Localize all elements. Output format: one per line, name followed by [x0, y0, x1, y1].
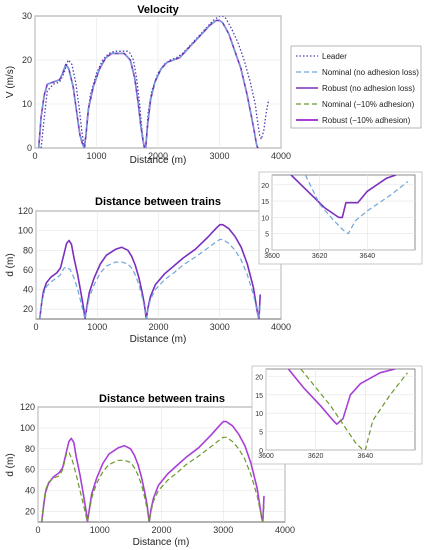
legend-label-leader: Leader	[322, 52, 347, 61]
x-tick-label: 1000	[90, 525, 110, 535]
y-tick-label: 15	[261, 199, 269, 206]
y-tick-label: 120	[20, 402, 35, 412]
distance1-xlabel: Distance (m)	[130, 334, 187, 345]
y-tick-label: 0	[259, 448, 263, 455]
legend-label-nominal-adhesion: Nominal (−10% adhesion)	[322, 100, 415, 109]
distance-panel-1: Distance between trains 0 1000 2000 3000 400…	[5, 196, 291, 345]
distance1-ylabel: d (m)	[5, 253, 16, 276]
series-line-robust	[290, 175, 397, 219]
series-line-nominal_adhesion	[41, 436, 265, 522]
distance1-lines	[38, 223, 261, 319]
distance2-title: Distance between trains	[99, 393, 225, 405]
series-line-nominal	[38, 19, 259, 148]
x-tick-label: 0	[32, 151, 37, 161]
y-tick-label: 0	[27, 143, 32, 153]
y-tick-label: 120	[18, 206, 33, 216]
x-tick-label: 3600	[258, 453, 274, 460]
x-tick-label: 3620	[308, 453, 324, 460]
legend-label-robust-adhesion: Robust (−10% adhesion)	[322, 116, 411, 125]
inset1-grid	[271, 175, 415, 251]
y-tick-label: 15	[255, 393, 263, 400]
inset-2: 3600 3620 3640 0 5 10 15 20	[251, 365, 423, 465]
y-tick-label: 100	[20, 423, 35, 433]
series-line-nominal	[304, 175, 409, 235]
x-tick-label: 2000	[148, 151, 168, 161]
inset2-grid	[265, 369, 415, 451]
y-tick-label: 10	[261, 215, 269, 222]
y-tick-label: 5	[265, 232, 269, 239]
x-tick-label: 2000	[151, 525, 171, 535]
distance2-lines	[40, 420, 265, 522]
x-tick-label: 3000	[213, 525, 233, 535]
y-tick-label: 60	[23, 265, 33, 275]
velocity-lines	[37, 16, 270, 148]
legend-label-robust: Robust (no adhesion loss)	[322, 84, 415, 93]
x-tick-label: 1000	[87, 322, 107, 332]
velocity-ylabel: V (m/s)	[5, 66, 16, 98]
legend-box	[290, 45, 422, 129]
inset1-ticks: 3600 3620 3640 0 5 10 15 20	[261, 183, 375, 260]
x-tick-label: 4000	[271, 151, 291, 161]
distance-panel-2: Distance between trains 0 1000 2000 3000 400…	[5, 393, 295, 548]
distance2-xlabel: Distance (m)	[133, 537, 190, 548]
velocity-grid	[34, 15, 282, 149]
y-tick-label: 10	[255, 411, 263, 418]
y-tick-label: 30	[22, 11, 32, 21]
series-line-robust_adhesion	[40, 420, 265, 522]
inset2-lines	[287, 369, 408, 450]
legend: Leader Nominal (no adhesion loss) Robust…	[290, 45, 422, 129]
velocity-title: Velocity	[137, 4, 179, 16]
legend-label-nominal: Nominal (no adhesion loss)	[322, 68, 419, 77]
y-tick-label: 0	[265, 248, 269, 255]
y-tick-label: 40	[25, 486, 35, 496]
x-tick-label: 0	[33, 322, 38, 332]
distance2-grid	[37, 406, 286, 522]
x-tick-label: 2000	[148, 322, 168, 332]
x-tick-label: 3600	[264, 253, 280, 260]
distance2-ylabel: d (m)	[5, 453, 16, 476]
y-tick-label: 20	[23, 304, 33, 314]
inset-1: 3600 3620 3640 0 5 10 15 20	[258, 171, 423, 265]
x-tick-label: 1000	[86, 151, 106, 161]
y-tick-label: 10	[22, 99, 32, 109]
distance1-title: Distance between trains	[95, 196, 221, 208]
y-tick-label: 20	[22, 55, 32, 65]
y-tick-label: 20	[255, 374, 263, 381]
x-tick-label: 3640	[358, 453, 374, 460]
x-tick-label: 4000	[271, 322, 291, 332]
y-tick-label: 5	[259, 430, 263, 437]
series-line-leader	[40, 16, 270, 148]
x-tick-label: 3000	[209, 151, 229, 161]
inset1-lines	[290, 175, 409, 235]
x-tick-label: 4000	[275, 525, 295, 535]
y-tick-label: 60	[25, 465, 35, 475]
y-tick-label: 100	[18, 226, 33, 236]
y-tick-label: 20	[25, 507, 35, 517]
series-line-nominal_adhesion	[300, 369, 408, 450]
velocity-panel: Velocity 0 1000 2000 3000 4000 0 10 20 30 Distan…	[5, 4, 291, 166]
y-tick-label: 40	[23, 285, 33, 295]
x-tick-label: 0	[35, 525, 40, 535]
x-tick-label: 3620	[312, 253, 328, 260]
velocity-xlabel: Distance (m)	[130, 155, 187, 166]
y-tick-label: 20	[261, 183, 269, 190]
y-tick-label: 80	[23, 245, 33, 255]
y-tick-label: 80	[25, 444, 35, 454]
x-tick-label: 3640	[360, 253, 376, 260]
x-tick-label: 3000	[210, 322, 230, 332]
velocity-ticks: 0 1000 2000 3000 4000 0 10 20 30	[22, 11, 291, 161]
inset2-axes	[265, 368, 416, 451]
series-line-robust_adhesion	[287, 369, 396, 426]
series-line-robust	[38, 223, 261, 319]
series-line-nominal	[39, 238, 261, 319]
inset2-ticks: 3600 3620 3640 0 5 10 15 20	[255, 374, 373, 460]
